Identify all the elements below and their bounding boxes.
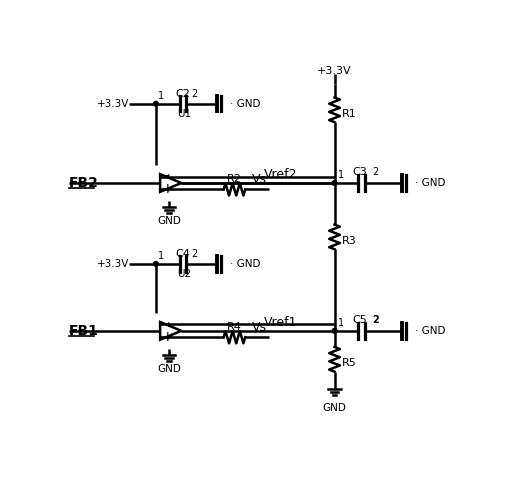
Text: Vs: Vs [251, 321, 266, 334]
Text: Vref2: Vref2 [263, 168, 297, 181]
Text: 2: 2 [371, 315, 378, 325]
Text: GND: GND [157, 364, 181, 374]
Circle shape [153, 262, 158, 266]
Text: +3.3V: +3.3V [96, 259, 129, 269]
Text: R4: R4 [227, 322, 241, 332]
Text: 1: 1 [337, 171, 343, 180]
Text: 1: 1 [337, 318, 343, 328]
Text: 1: 1 [158, 91, 164, 101]
Text: C5: C5 [352, 315, 366, 325]
Text: R5: R5 [341, 358, 355, 368]
Text: · GND: · GND [414, 178, 444, 188]
Text: · GND: · GND [230, 99, 260, 109]
Text: 1: 1 [158, 251, 164, 261]
Text: U2: U2 [177, 269, 191, 279]
Text: 2: 2 [372, 167, 378, 177]
Text: R3: R3 [341, 236, 355, 246]
Text: 2: 2 [191, 249, 197, 259]
Text: FB2: FB2 [69, 176, 99, 190]
Circle shape [331, 181, 336, 185]
Text: GND: GND [157, 216, 181, 226]
Text: -: - [164, 170, 169, 183]
Text: C4: C4 [175, 249, 190, 259]
Text: R2: R2 [227, 174, 241, 184]
Text: C2: C2 [175, 89, 190, 99]
Text: C3: C3 [352, 167, 366, 177]
Text: Vref1: Vref1 [263, 316, 297, 329]
Circle shape [331, 329, 336, 333]
Text: GND: GND [322, 403, 346, 413]
Text: · GND: · GND [230, 259, 260, 269]
Text: +: + [161, 182, 173, 196]
Text: +3.3V: +3.3V [317, 66, 351, 76]
Text: -: - [164, 318, 169, 331]
Text: FB1: FB1 [69, 324, 99, 338]
Circle shape [153, 102, 158, 106]
Text: R1: R1 [341, 109, 355, 119]
Text: 2: 2 [191, 89, 197, 99]
Text: +3.3V: +3.3V [96, 99, 129, 109]
Text: U1: U1 [177, 109, 191, 119]
Text: Vs: Vs [251, 173, 266, 186]
Text: · GND: · GND [414, 326, 444, 336]
Text: +: + [161, 330, 173, 344]
